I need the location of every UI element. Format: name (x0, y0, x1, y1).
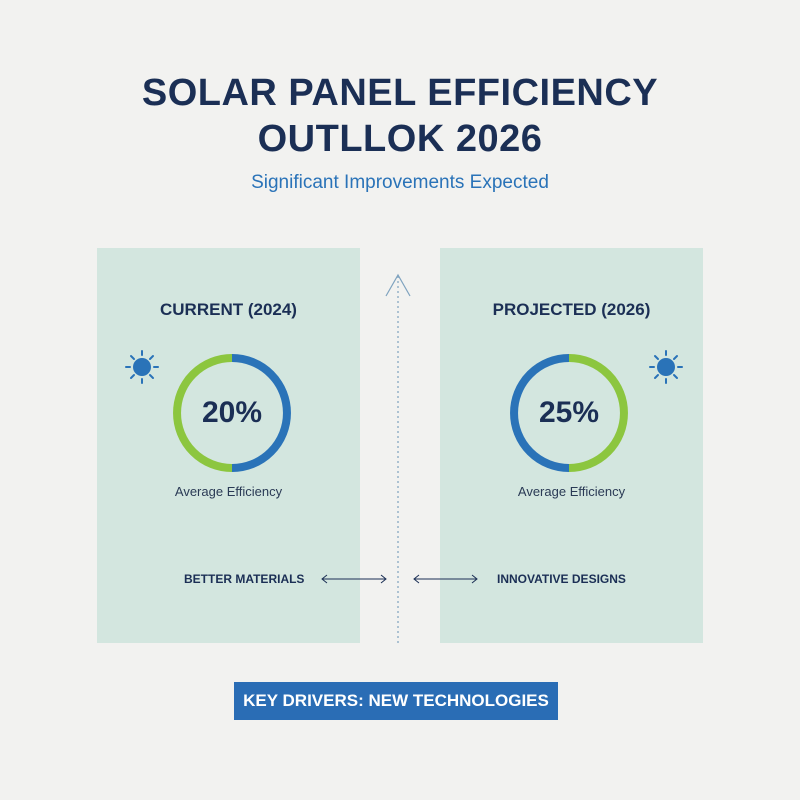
panel-heading: PROJECTED (2026) (492, 300, 651, 319)
driver: INNOVATIVE DESIGNS (497, 572, 626, 586)
subtitle: Significant Improvements Expected (251, 172, 549, 193)
driver: BETTER MATERIALS (184, 572, 305, 586)
footer-banner: KEY DRIVERS: NEW TECHNOLOGIES (234, 682, 558, 720)
efficiency-value: 25% (538, 396, 600, 429)
title-line: OUTLLOK 2026 (257, 118, 543, 160)
panel: PROJECTED (2026) 25% Average Efficiency … (440, 248, 703, 643)
title-line: SOLAR PANEL EFFICIENCY (141, 72, 659, 114)
panel-heading: CURRENT (2024) (160, 300, 297, 319)
caption: Average Efficiency (517, 484, 626, 499)
panel: CURRENT (2024) 20% Average Efficiency BE… (97, 248, 360, 643)
efficiency-value: 20% (201, 396, 263, 429)
center-arrow (385, 273, 411, 645)
caption: Average Efficiency (174, 484, 283, 499)
